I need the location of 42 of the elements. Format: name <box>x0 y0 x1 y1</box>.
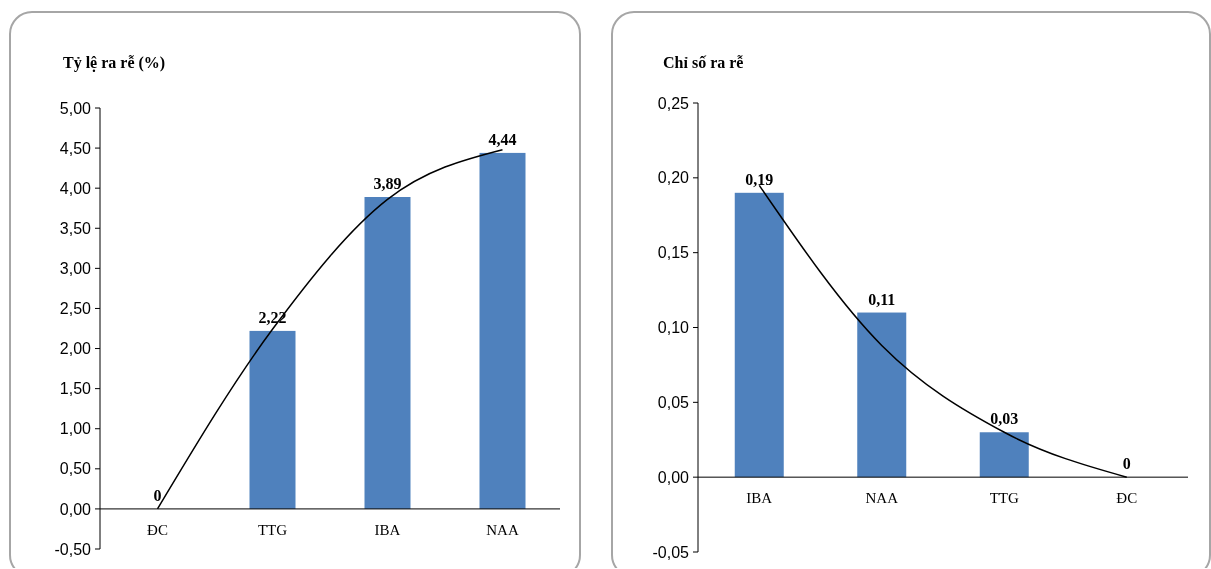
y-tick-label: -0,05 <box>652 543 690 561</box>
y-tick-label: 0,00 <box>657 468 690 486</box>
y-tick-label: 0,25 <box>657 94 690 112</box>
data-label: 0,11 <box>868 290 896 308</box>
y-tick-label: 0,00 <box>59 500 92 518</box>
x-tick-label: IBA <box>374 521 401 538</box>
bar <box>364 197 411 509</box>
bar <box>479 152 526 509</box>
y-tick-label: 1,50 <box>59 380 92 398</box>
y-tick-label: 3,00 <box>59 259 92 277</box>
y-tick-label: 0,50 <box>59 460 92 478</box>
x-tick-label: NAA <box>865 490 899 507</box>
x-tick-label: ĐC <box>1116 490 1138 507</box>
data-label: 0,03 <box>990 410 1019 428</box>
y-tick-label: 4,00 <box>59 179 92 197</box>
y-tick-label: 2,00 <box>59 340 92 358</box>
y-tick-label: 1,00 <box>59 420 92 438</box>
data-label: 0 <box>1122 455 1131 473</box>
y-tick-label: 0,15 <box>657 244 690 262</box>
y-tick-label: 5,00 <box>59 99 92 117</box>
y-tick-label: 2,50 <box>59 300 92 318</box>
data-label: 0,19 <box>745 170 774 188</box>
chart-title: Chỉ số ra rễ <box>663 54 744 71</box>
bar <box>857 312 907 478</box>
bar <box>734 192 784 478</box>
x-tick-label: NAA <box>486 521 519 538</box>
data-label: 3,89 <box>373 175 402 192</box>
bar <box>979 432 1029 478</box>
x-tick-label: ĐC <box>147 521 168 538</box>
x-tick-label: TTG <box>989 490 1019 507</box>
y-tick-label: 0,20 <box>657 169 690 187</box>
y-tick-label: -0,50 <box>54 540 92 558</box>
y-tick-label: 0,10 <box>657 319 690 337</box>
data-label: 0 <box>153 486 162 504</box>
chart-title: Tỷ lệ ra rễ (%) <box>63 54 166 72</box>
x-tick-label: TTG <box>257 521 288 538</box>
x-tick-label: IBA <box>746 490 773 507</box>
y-tick-label: 3,50 <box>59 219 92 237</box>
bar <box>249 330 296 509</box>
y-tick-label: 0,05 <box>657 393 690 411</box>
y-tick-label: 4,50 <box>59 139 92 157</box>
data-label: 4,44 <box>488 130 517 148</box>
